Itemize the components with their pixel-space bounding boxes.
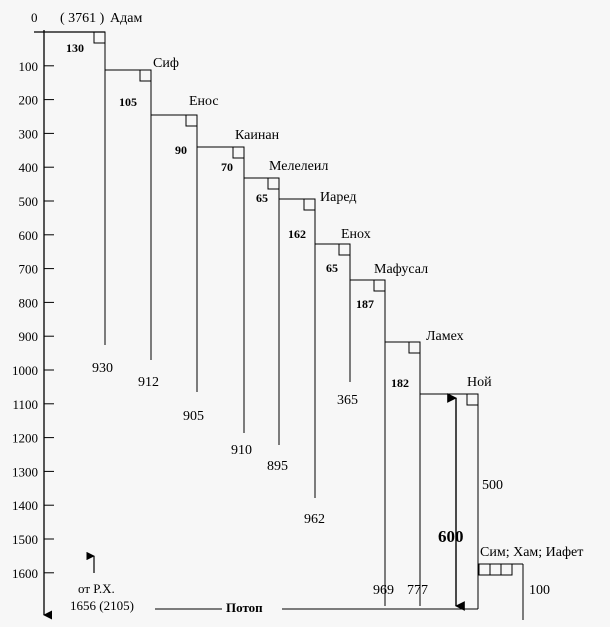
angle-box (338, 243, 351, 256)
angle-box (139, 69, 152, 82)
axis-tick-label: 700 (19, 262, 39, 277)
angle-box (93, 31, 106, 44)
begat-age: 182 (391, 376, 409, 390)
begat-age: 162 (288, 227, 306, 241)
lifespan-label: 910 (231, 443, 252, 458)
angle-box (267, 177, 280, 190)
noah-600-label: 600 (438, 527, 464, 546)
angle-box (373, 279, 386, 292)
axis-tick-label: 400 (19, 160, 39, 175)
lifespan-label: 962 (304, 512, 325, 527)
lifespan-label: 930 (92, 361, 113, 376)
angle-box (303, 198, 316, 211)
patriarch-name: Каинан (235, 128, 280, 143)
angle-box (466, 393, 479, 406)
begat-age: 70 (221, 160, 233, 174)
begat-age: 130 (66, 41, 84, 55)
era-note-line1: от Р.Х. (78, 581, 115, 596)
lifespan-label: 912 (138, 375, 159, 390)
lifespan-label: 905 (183, 409, 204, 424)
axis-tick-label: 600 (19, 228, 39, 243)
axis-tick-label: 500 (19, 194, 39, 209)
lifespan-label: 895 (267, 459, 288, 474)
header-year: ( 3761 ) (60, 11, 105, 26)
patriarch-name: Адам (110, 11, 142, 26)
begat-age: 105 (119, 95, 137, 109)
patriarch-name: Иаред (320, 190, 356, 205)
angle-box (478, 563, 491, 576)
era-note-line2: 1656 (2105) (70, 598, 134, 613)
axis-tick-label: 1300 (12, 464, 38, 479)
axis-tick-label: 1500 (12, 532, 38, 547)
axis-tick-label: 200 (19, 93, 39, 108)
axis-tick-label: 1400 (12, 498, 38, 513)
patriarch-name: Енох (341, 227, 371, 242)
axis-tick-label: 1000 (12, 363, 38, 378)
lifespan-label: 365 (337, 393, 358, 408)
angle-box (500, 563, 513, 576)
angle-box (232, 146, 245, 159)
axis-tick-label: 800 (19, 295, 39, 310)
lifespan-label: 969 (373, 583, 394, 598)
angle-box (489, 563, 502, 576)
patriarch-name: Мафусал (374, 262, 428, 277)
patriarch-name: Ламех (426, 329, 464, 344)
patriarch-name: Мелелеил (269, 159, 328, 174)
angle-box (408, 341, 421, 354)
axis-tick-label: 900 (19, 329, 39, 344)
axis-tick-label: 1600 (12, 566, 38, 581)
axis-tick-label: 1100 (12, 397, 38, 412)
lifespan-label: 100 (529, 583, 550, 598)
axis-tick-label: 300 (19, 126, 39, 141)
begat-age: 500 (482, 478, 503, 493)
begat-age: 65 (326, 261, 338, 275)
flood-label: Потоп (226, 600, 263, 615)
lifespan-label: 777 (407, 583, 428, 598)
begat-age: 187 (356, 297, 374, 311)
axis-tick-label: 1200 (12, 431, 38, 446)
axis-zero-label: 0 (31, 10, 38, 25)
patriarch-name: Енос (189, 94, 219, 109)
begat-age: 65 (256, 191, 268, 205)
angle-box (185, 114, 198, 127)
patriarch-name: Сим; Хам; Иафет (480, 545, 583, 560)
patriarch-name: Сиф (153, 56, 179, 71)
begat-age: 90 (175, 143, 187, 157)
patriarch-name: Ной (467, 375, 492, 390)
axis-tick-label: 100 (19, 59, 39, 74)
